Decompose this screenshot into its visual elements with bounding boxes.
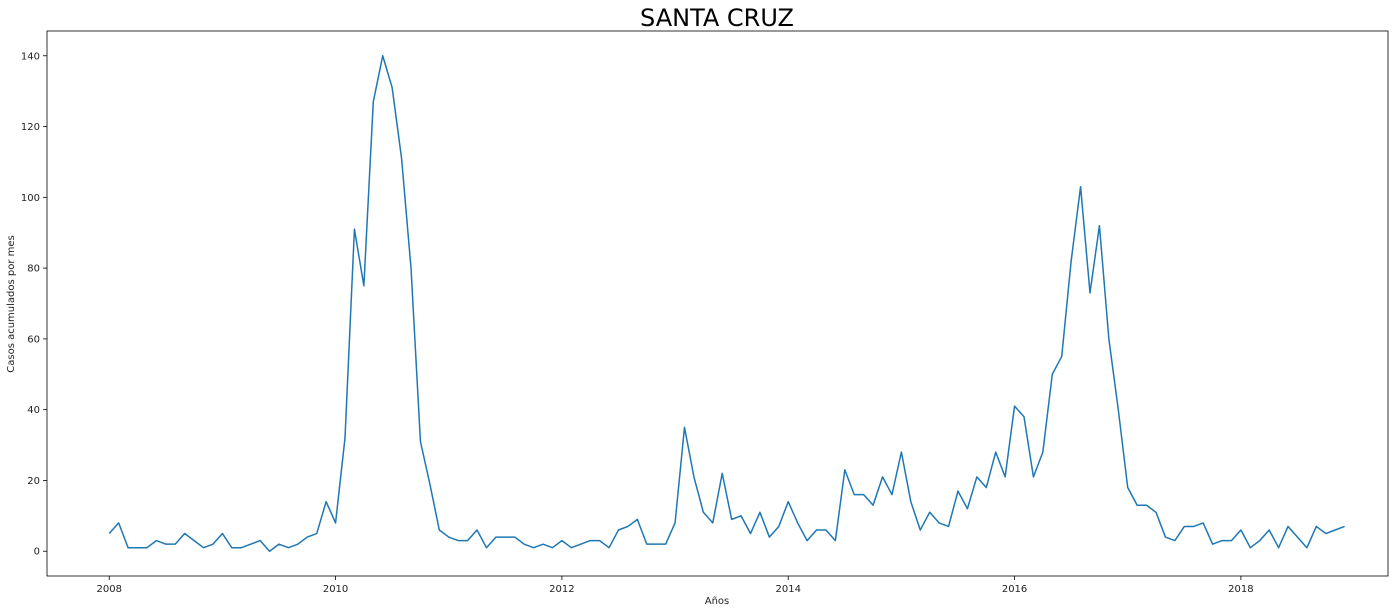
y-tick-label: 120 <box>21 122 40 133</box>
x-tick-label: 2014 <box>776 584 801 595</box>
x-tick-label: 2012 <box>549 584 574 595</box>
plot-area-frame <box>46 30 1389 577</box>
series-line <box>108 55 1345 552</box>
y-tick-label: 0 <box>34 547 40 558</box>
y-tick-label: 100 <box>21 193 40 204</box>
x-tick-label: 2016 <box>1002 584 1027 595</box>
x-axis-label: Años <box>705 596 730 607</box>
x-tick-label: 2010 <box>323 584 348 595</box>
x-tick-label: 2008 <box>97 584 122 595</box>
y-tick-label: 80 <box>27 264 40 275</box>
y-tick-label: 140 <box>21 51 40 62</box>
y-tick-label: 20 <box>27 476 40 487</box>
x-axis: 2008 2010 2012 2014 2016 2018 <box>97 576 1254 595</box>
chart-title: SANTA CRUZ <box>640 4 794 32</box>
y-tick-label: 60 <box>27 334 40 345</box>
y-axis: 0 20 40 60 80 100 120 140 <box>21 51 47 558</box>
y-axis-label: Casos acumulados por mes <box>6 235 17 373</box>
y-tick-label: 40 <box>27 405 40 416</box>
x-tick-label: 2018 <box>1228 584 1253 595</box>
